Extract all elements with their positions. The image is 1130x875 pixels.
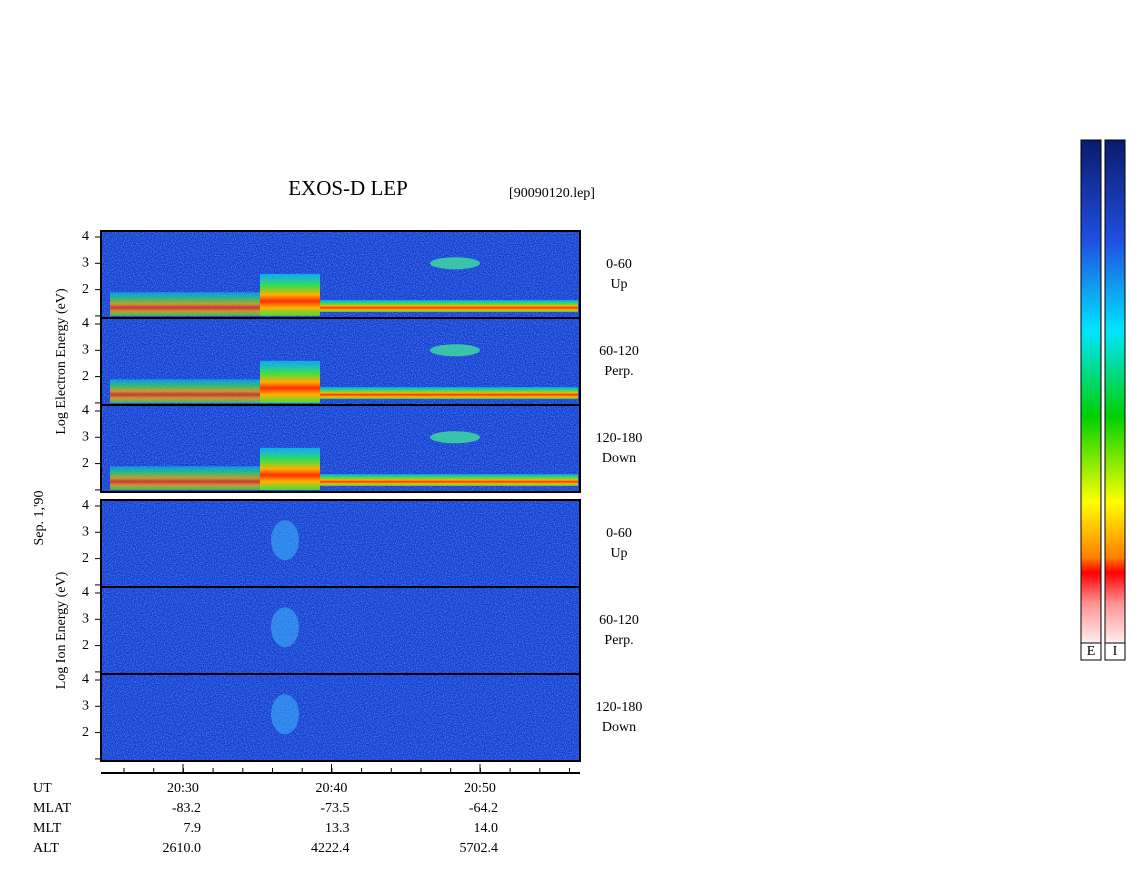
pitch-angle: 0-60	[606, 526, 632, 541]
direction: Up	[610, 546, 627, 561]
y-tick-label: 3	[82, 699, 89, 714]
color-bar	[1104, 139, 1126, 644]
row-value: 14.0	[474, 821, 499, 836]
emission-feature	[430, 257, 480, 270]
y-tick-label: 4	[82, 403, 89, 418]
emission-band	[110, 466, 260, 490]
row-value: 4222.4	[311, 841, 350, 856]
group-label: Log Electron Energy (eV)	[54, 288, 69, 435]
spectrogram-noise	[101, 587, 580, 674]
pitch-angle: 120-180	[596, 700, 643, 715]
row-value: 20:30	[167, 781, 199, 796]
row-name: UT	[33, 781, 52, 796]
row-name: MLT	[33, 821, 62, 836]
pitch-angle: 120-180	[596, 431, 643, 446]
row-name: ALT	[33, 841, 59, 856]
y-tick-label: 3	[82, 525, 89, 540]
row-value: 20:50	[464, 781, 496, 796]
row-value: 20:40	[316, 781, 348, 796]
row-name: MLAT	[33, 801, 72, 816]
y-tick-label: 2	[82, 282, 89, 297]
row-value: -73.5	[320, 801, 349, 816]
color-bar-label-box	[1080, 642, 1102, 661]
panel-frame	[100, 404, 581, 493]
spectrogram-noise	[101, 500, 580, 587]
date: Sep. 1,'90	[32, 490, 47, 545]
emission-band	[320, 474, 578, 486]
spectrogram-noise	[101, 674, 580, 761]
pitch-angle: 60-120	[599, 344, 639, 359]
y-tick-label: 4	[82, 316, 89, 331]
direction: Perp.	[604, 364, 633, 379]
y-tick-label: 2	[82, 725, 89, 740]
y-tick-label: 2	[82, 551, 89, 566]
row-value: 13.3	[325, 821, 350, 836]
y-tick-label: 2	[82, 638, 89, 653]
y-tick-label: 3	[82, 343, 89, 358]
y-tick-label: 3	[82, 256, 89, 271]
group-label: Log Ion Energy (eV)	[54, 571, 69, 689]
file-name: [90090120.lep]	[509, 186, 595, 201]
emission-band	[320, 300, 578, 312]
y-tick-label: 4	[82, 585, 89, 600]
y-tick-label: 4	[82, 672, 89, 687]
y-tick-label: 2	[82, 456, 89, 471]
y-tick-label: 2	[82, 369, 89, 384]
pitch-angle: 0-60	[606, 257, 632, 272]
emission-band	[110, 379, 260, 403]
direction: Up	[610, 277, 627, 292]
direction: Down	[602, 451, 636, 466]
color-bar-label: E	[1087, 644, 1096, 659]
emission-band	[320, 387, 578, 399]
row-value: 5702.4	[460, 841, 499, 856]
y-tick-label: 3	[82, 430, 89, 445]
row-value: -64.2	[469, 801, 498, 816]
direction: Down	[602, 720, 636, 735]
emission-band	[260, 447, 320, 490]
title: EXOS-D LEP	[288, 176, 408, 200]
emission-feature	[271, 520, 299, 561]
row-value: 7.9	[184, 821, 202, 836]
row-value: -83.2	[172, 801, 201, 816]
y-tick-label: 4	[82, 498, 89, 513]
color-bar-label: I	[1113, 644, 1118, 659]
y-tick-label: 4	[82, 229, 89, 244]
emission-feature	[271, 694, 299, 735]
color-bar-label-box	[1104, 642, 1126, 661]
emission-feature	[430, 344, 480, 357]
emission-feature	[430, 431, 480, 444]
color-bar	[1080, 139, 1102, 644]
y-tick-label: 3	[82, 612, 89, 627]
panel-frame	[100, 673, 581, 762]
pitch-angle: 60-120	[599, 613, 639, 628]
emission-band	[110, 292, 260, 316]
emission-feature	[271, 607, 299, 648]
direction: Perp.	[604, 633, 633, 648]
emission-band	[260, 360, 320, 403]
emission-band	[260, 273, 320, 316]
row-value: 2610.0	[163, 841, 202, 856]
